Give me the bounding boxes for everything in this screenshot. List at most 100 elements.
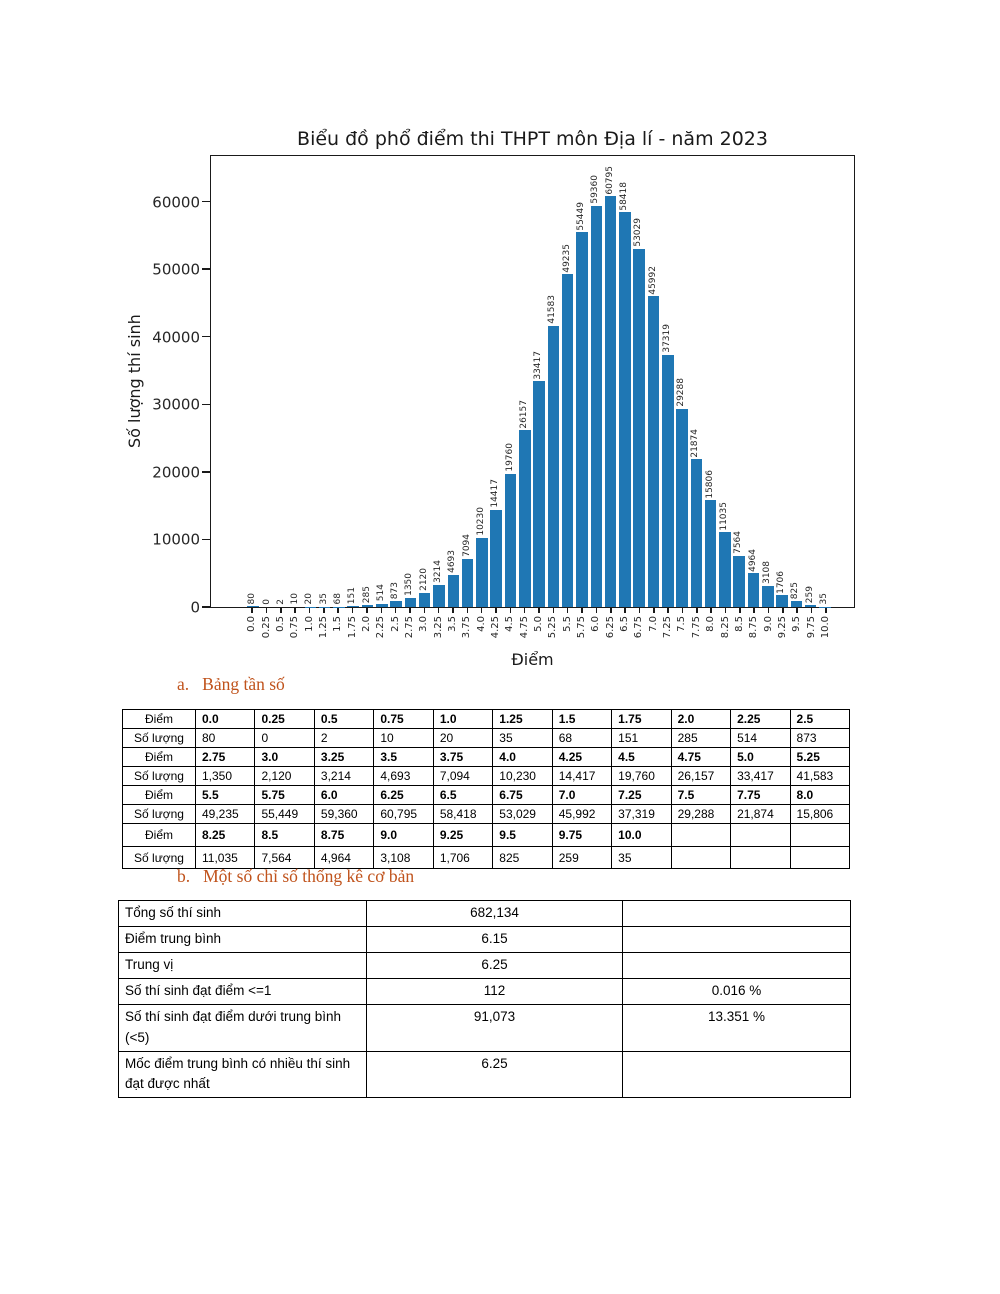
x-tick: 2.0 [360, 608, 374, 638]
bar-slot: 41583 [546, 295, 560, 607]
bar [747, 573, 760, 607]
freq-soluong-row: Số lượng 80 0 2 10 20 35 68 151 285 514 873 [122, 728, 851, 748]
x-tick-mark [825, 608, 827, 613]
freq-soluong-cell: 20 [432, 728, 494, 748]
x-tick-label: 2.25 [375, 616, 387, 639]
freq-diem-cell: 5.5 [194, 785, 256, 805]
bar-slot: 0 [260, 599, 274, 607]
x-tick-mark [394, 608, 397, 613]
stat-value-cell: 6.15 [366, 925, 623, 953]
bar-slot: 59360 [589, 175, 603, 607]
x-tick: 1.75 [345, 608, 359, 638]
freq-soluong-cell: 825 [492, 846, 553, 869]
x-tick-label: 5.0 [533, 616, 545, 632]
x-tick-mark [294, 608, 296, 613]
bar-slot: 14417 [489, 479, 503, 607]
bar-value-label: 14417 [490, 478, 501, 508]
x-tick-label: 9.0 [762, 616, 774, 632]
bar [390, 601, 402, 607]
x-tick-mark [552, 608, 555, 613]
x-tick-label: 3.25 [432, 616, 444, 639]
bar-slot: 45992 [646, 266, 660, 607]
freq-diem-cell: 9.5 [492, 823, 553, 847]
freq-diem-cell: 4.25 [551, 747, 613, 767]
x-tick-mark [437, 608, 440, 613]
x-tick: 6.5 [618, 608, 632, 638]
x-tick-mark [753, 608, 755, 613]
x-tick-label: 4.25 [490, 616, 502, 639]
bar [776, 595, 788, 607]
bar [762, 586, 774, 607]
freq-soluong-cell: 68 [551, 728, 613, 748]
x-tick-label: 9.5 [791, 616, 803, 632]
freq-soluong-cell: 41,583 [789, 766, 851, 786]
section-b-label: b. [177, 866, 191, 886]
freq-soluong-cell: 26,157 [670, 766, 732, 786]
bar-value-label: 1350 [404, 572, 415, 596]
bar [490, 509, 502, 607]
freq-row-header-diem: Điểm [122, 709, 196, 729]
x-tick: 5.0 [532, 608, 546, 638]
freq-soluong-cell: 49,235 [194, 804, 256, 824]
bar-value-label: 10 [290, 593, 301, 605]
bar-value-label: 33417 [533, 350, 544, 380]
bar-slot: 49235 [561, 244, 575, 607]
x-tick: 0.5 [274, 608, 288, 638]
freq-row-header-soluong: Số lượng [122, 804, 196, 824]
freq-diem-cell: 4.5 [611, 747, 672, 767]
bar-value-label: 0 [261, 599, 272, 605]
freq-diem-cell: 9.75 [551, 823, 613, 847]
freq-diem-cell: 2.75 [194, 747, 256, 767]
bar-value-label: 7564 [733, 530, 744, 554]
freq-soluong-cell: 3,214 [313, 766, 375, 786]
freq-soluong-cell [789, 846, 851, 869]
freq-diem-cell: 1.5 [551, 709, 613, 729]
freq-soluong-cell: 29,288 [670, 804, 732, 824]
bar-value-label: 35 [819, 593, 830, 605]
bar-slot: 68 [332, 593, 346, 607]
freq-soluong-cell: 10 [373, 728, 434, 748]
stats-row: Điểm trung bình 6.15 [118, 925, 851, 953]
x-tick-label: 2.75 [403, 616, 415, 639]
bar-slot: 151 [346, 587, 360, 607]
x-tick-label: 8.75 [748, 616, 760, 639]
bar-slot: 60795 [603, 166, 617, 607]
freq-row-header-diem: Điểm [122, 785, 196, 805]
x-tick: 3.5 [446, 608, 460, 638]
bar-slot: 3214 [432, 560, 446, 607]
bar-slot: 58418 [618, 182, 632, 607]
stats-row: Trung vị 6.25 [118, 951, 851, 979]
x-tick-label: 6.25 [604, 616, 616, 639]
x-tick-label: 6.75 [633, 616, 645, 639]
bar-value-label: 2 [275, 599, 286, 605]
bar [547, 326, 560, 607]
frequency-table: Điểm 0.0 0.25 0.5 0.75 1.0 1.25 1.5 1.75 2.0 2.25 2… [122, 709, 851, 869]
x-tick-mark [667, 608, 669, 613]
section-a-title: Bảng tần số [202, 674, 285, 694]
x-tick-mark [739, 608, 741, 613]
bar-slot: 26157 [518, 400, 532, 607]
bar [576, 232, 588, 607]
freq-soluong-cell: 285 [670, 728, 732, 748]
bar [590, 205, 603, 607]
x-tick: 7.5 [675, 608, 689, 638]
x-tick-mark [566, 608, 569, 613]
freq-soluong-cell: 35 [492, 728, 553, 748]
x-tick: 9.75 [804, 608, 818, 638]
x-tick-label: 0.75 [289, 616, 301, 639]
freq-diem-cell: 1.25 [492, 709, 553, 729]
freq-soluong-row: Số lượng 11,035 7,564 4,964 3,108 1,706 825 259… [122, 846, 851, 869]
x-tick: 1.5 [331, 608, 345, 638]
freq-diem-cell: 3.75 [432, 747, 494, 767]
freq-soluong-cell: 151 [611, 728, 672, 748]
x-tick-mark [581, 608, 583, 613]
x-tick-mark [538, 608, 540, 613]
x-tick-label: 7.75 [690, 616, 702, 639]
freq-diem-cell: 5.75 [254, 785, 315, 805]
x-tick: 9.0 [761, 608, 775, 638]
freq-soluong-cell: 2 [313, 728, 375, 748]
x-tick-label: 9.75 [805, 616, 817, 639]
stat-label-cell: Số thí sinh đạt điểm dưới trung bình (<5… [118, 1003, 367, 1052]
section-a-label: a. [177, 674, 190, 694]
x-tick-label: 9.25 [776, 616, 788, 639]
